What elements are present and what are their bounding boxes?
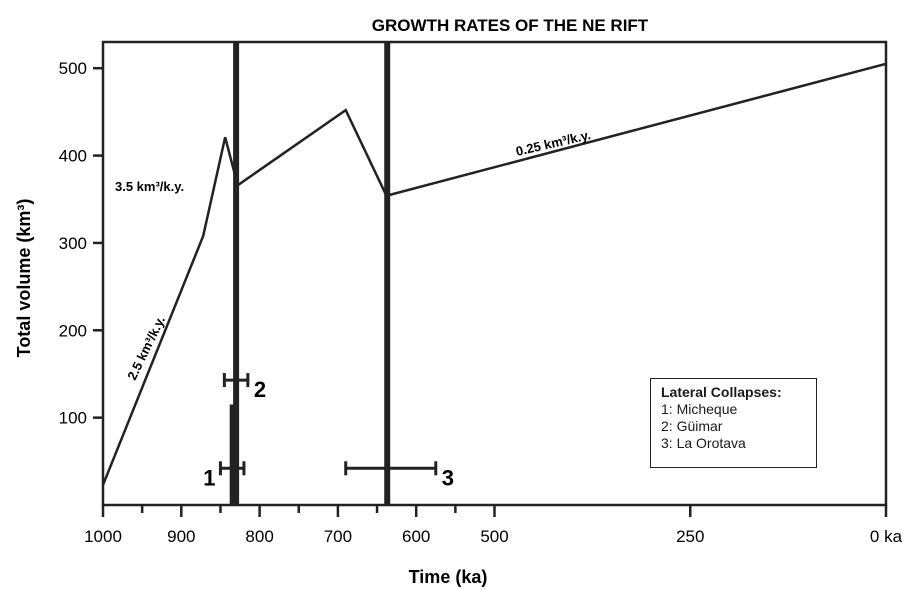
collapse-marker-label: 3 [442,465,454,490]
legend-item-micheque: 1: Micheque [661,401,738,417]
legend-item-la-orotava: 3: La Orotava [661,435,746,451]
y-tick-label: 300 [59,234,87,253]
x-tick-label: 900 [167,527,195,546]
x-tick-label: 0 ka [870,527,903,546]
y-axis-label: Total volume (km³) [14,199,34,358]
x-tick-label: 700 [324,527,352,546]
collapse-marker-label: 2 [254,377,266,402]
rate-annotation-3: 0.25 km³/k.y. [514,127,592,159]
legend-item-guimar: 2: Güimar [661,418,723,434]
y-tick-label: 500 [59,59,87,78]
chart-title: GROWTH RATES OF THE NE RIFT [372,16,649,35]
x-tick-label: 250 [676,527,704,546]
x-tick-label: 800 [245,527,273,546]
y-tick-label: 100 [59,409,87,428]
rate-annotation-1: 2.5 km³/k.y. [124,314,168,383]
x-tick-label: 600 [402,527,430,546]
y-tick-label: 400 [59,147,87,166]
x-tick-label: 1000 [84,527,122,546]
rate-annotation-2: 3.5 km³/k.y. [115,179,184,194]
legend: Lateral Collapses: 1: Micheque 2: Güimar… [650,378,817,468]
y-tick-label: 200 [59,321,87,340]
x-axis-label: Time (ka) [409,567,488,587]
legend-title: Lateral Collapses: [661,384,782,400]
x-tick-label: 500 [480,527,508,546]
collapse-marker-label: 1 [203,465,215,490]
